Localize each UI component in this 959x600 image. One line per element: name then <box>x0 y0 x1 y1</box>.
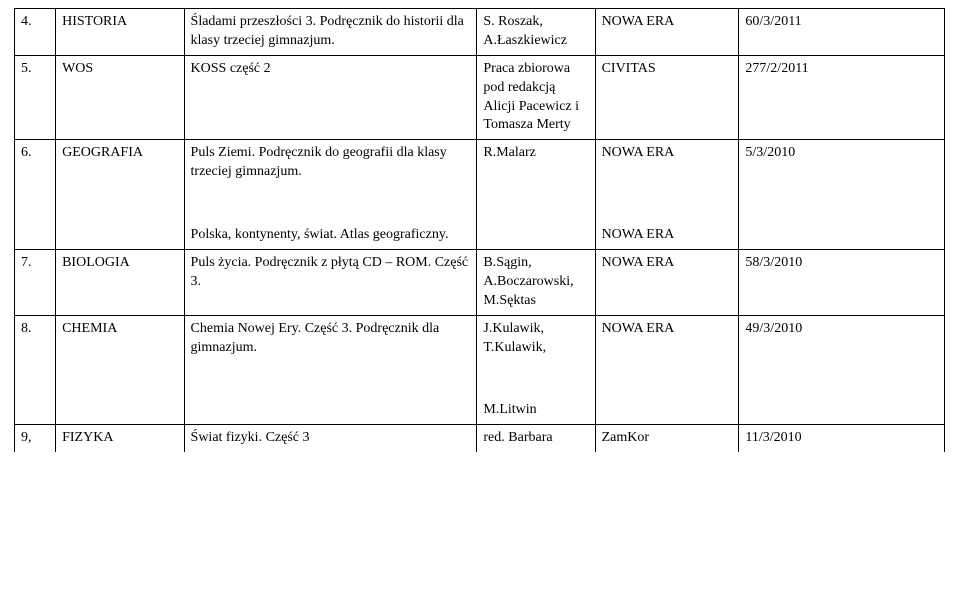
cell-subject: FIZYKA <box>56 425 184 452</box>
cell-num <box>15 397 56 424</box>
cell-num: 4. <box>15 9 56 56</box>
cell-title: Chemia Nowej Ery. Część 3. Podręcznik dl… <box>184 315 477 361</box>
cell-num: 5. <box>15 55 56 140</box>
cell-code <box>739 397 945 424</box>
cell-author: J.Kulawik, T.Kulawik, <box>477 315 595 361</box>
cell-num: 8. <box>15 315 56 361</box>
cell-publisher: CIVITAS <box>595 55 739 140</box>
cell-author: Praca zbiorowa pod redakcją Alicji Pacew… <box>477 55 595 140</box>
cell-title: Śladami przeszłości 3. Podręcznik do his… <box>184 9 477 56</box>
cell-code: 5/3/2010 <box>739 140 945 186</box>
table-row: 8. CHEMIA Chemia Nowej Ery. Część 3. Pod… <box>15 315 945 361</box>
table-row: 7. BIOLOGIA Puls życia. Podręcznik z pły… <box>15 250 945 316</box>
table-row: 5. WOS KOSS część 2 Praca zbiorowa pod r… <box>15 55 945 140</box>
page: 4. HISTORIA Śladami przeszłości 3. Podrę… <box>0 0 959 600</box>
cell-publisher: NOWA ERA <box>595 250 739 316</box>
cell-subject <box>56 222 184 249</box>
cell-code: 60/3/2011 <box>739 9 945 56</box>
table-row: 9, FIZYKA Świat fizyki. Część 3 red. Bar… <box>15 425 945 452</box>
cell-publisher: NOWA ERA <box>595 315 739 361</box>
cell-author <box>477 222 595 249</box>
cell-code: 49/3/2010 <box>739 315 945 361</box>
cell-subject: GEOGRAFIA <box>56 140 184 186</box>
cell-subject: BIOLOGIA <box>56 250 184 316</box>
textbook-table: 4. HISTORIA Śladami przeszłości 3. Podrę… <box>14 8 945 452</box>
cell-publisher: NOWA ERA <box>595 140 739 186</box>
cell-title <box>184 397 477 424</box>
cell-subject: CHEMIA <box>56 315 184 361</box>
cell-code: 277/2/2011 <box>739 55 945 140</box>
cell-code <box>739 222 945 249</box>
cell-author: R.Malarz <box>477 140 595 186</box>
cell-publisher <box>595 397 739 424</box>
cell-publisher: ZamKor <box>595 425 739 452</box>
table-row-spacer <box>15 186 945 222</box>
cell-num: 6. <box>15 140 56 186</box>
cell-subject <box>56 397 184 424</box>
table-row: 6. GEOGRAFIA Puls Ziemi. Podręcznik do g… <box>15 140 945 186</box>
cell-num: 7. <box>15 250 56 316</box>
cell-title: Świat fizyki. Część 3 <box>184 425 477 452</box>
cell-publisher: NOWA ERA <box>595 222 739 249</box>
cell-author: S. Roszak, A.Łaszkiewicz <box>477 9 595 56</box>
cell-code: 58/3/2010 <box>739 250 945 316</box>
cell-author: red. Barbara <box>477 425 595 452</box>
cell-subject: WOS <box>56 55 184 140</box>
cell-num <box>15 222 56 249</box>
table-row: 4. HISTORIA Śladami przeszłości 3. Podrę… <box>15 9 945 56</box>
cell-title: KOSS część 2 <box>184 55 477 140</box>
table-row: M.Litwin <box>15 397 945 424</box>
cell-title: Polska, kontynenty, świat. Atlas geograf… <box>184 222 477 249</box>
cell-title: Puls Ziemi. Podręcznik do geografii dla … <box>184 140 477 186</box>
cell-author: B.Sągin, A.Boczarowski, M.Sęktas <box>477 250 595 316</box>
cell-code: 11/3/2010 <box>739 425 945 452</box>
table-row: Polska, kontynenty, świat. Atlas geograf… <box>15 222 945 249</box>
table-row-spacer <box>15 361 945 397</box>
cell-publisher: NOWA ERA <box>595 9 739 56</box>
cell-title: Puls życia. Podręcznik z płytą CD – ROM.… <box>184 250 477 316</box>
cell-subject: HISTORIA <box>56 9 184 56</box>
cell-num: 9, <box>15 425 56 452</box>
cell-author: M.Litwin <box>477 397 595 424</box>
